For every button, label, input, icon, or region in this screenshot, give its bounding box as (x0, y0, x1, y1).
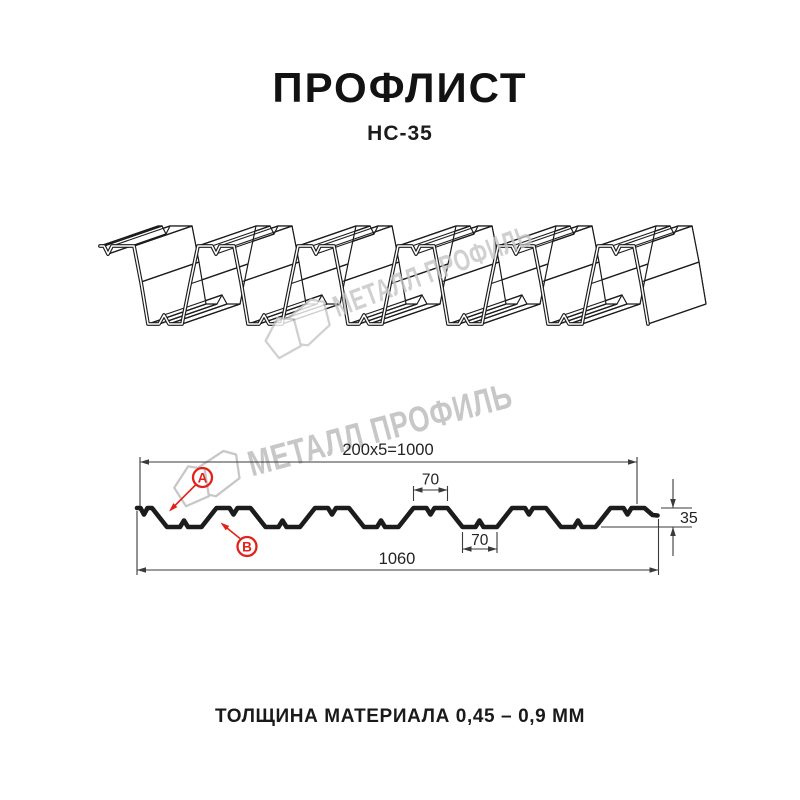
dimension-overall: 1060 (136, 511, 660, 575)
dimension-trough: 70 (461, 532, 498, 553)
marker-a-label: A (198, 471, 208, 486)
profile-section-line (134, 505, 660, 530)
marker-a: A (169, 466, 214, 512)
profile-sheet-3d (98, 225, 707, 326)
thickness-note: ТОЛЩИНА МАТЕРИАЛА 0,45 – 0,9 ММ (214, 706, 586, 727)
watermark-text: МЕТАЛЛ ПРОФИЛЬ (243, 374, 516, 484)
marker-b: B (220, 522, 258, 558)
dimension-label-trough: 70 (471, 532, 489, 549)
dimension-height: 35 (601, 479, 698, 556)
metall-profil-logo-icon (264, 298, 331, 360)
dimension-crest: 70 (412, 472, 449, 501)
dimension-label-crest: 70 (422, 472, 440, 489)
dimension-label-module: 200x5=1000 (342, 441, 433, 459)
marker-b-label: B (242, 540, 252, 555)
page-title: ПРОФЛИСТ (272, 64, 528, 111)
profile-code: НС-35 (367, 122, 433, 145)
dimension-label-overall: 1060 (379, 550, 416, 568)
dimension-module: 200x5=1000 (139, 441, 638, 506)
cross-section-diagram: 200x5=1000 70 70 35 1060 A B (134, 441, 698, 575)
dimension-label-height: 35 (680, 510, 698, 527)
